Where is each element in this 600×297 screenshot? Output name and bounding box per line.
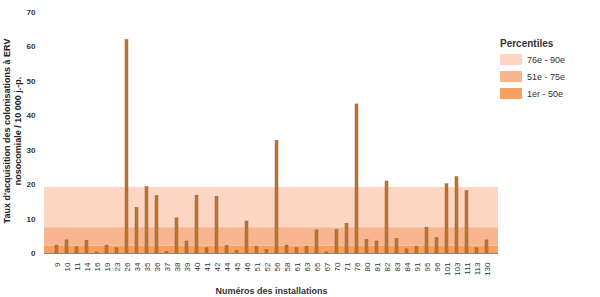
svg-text:41: 41	[203, 262, 212, 271]
svg-text:103: 103	[453, 262, 462, 276]
svg-text:96: 96	[433, 262, 442, 271]
svg-text:40: 40	[27, 111, 36, 120]
svg-text:113: 113	[473, 262, 482, 275]
svg-text:30: 30	[27, 146, 36, 155]
svg-text:10: 10	[27, 215, 36, 224]
svg-text:35: 35	[143, 262, 152, 271]
svg-text:36: 36	[153, 262, 162, 271]
svg-text:58: 58	[283, 262, 292, 271]
html-text:51e - 75e: 51e - 75e	[527, 71, 565, 82]
svg-text:52: 52	[263, 262, 272, 271]
svg-text:37: 37	[163, 262, 172, 271]
svg-text:67: 67	[323, 262, 332, 271]
svg-text:20: 20	[27, 180, 36, 189]
svg-text:42: 42	[213, 262, 222, 271]
svg-text:95: 95	[423, 262, 432, 271]
svg-text:61: 61	[293, 262, 302, 271]
svg-text:38: 38	[173, 262, 182, 271]
svg-text:70: 70	[27, 8, 36, 17]
svg-text:51: 51	[253, 262, 262, 271]
svg-text:65: 65	[313, 262, 322, 271]
svg-text:0: 0	[31, 249, 36, 258]
svg-text:16: 16	[93, 262, 102, 271]
html-text:1er - 50e: 1er - 50e	[527, 88, 563, 99]
svg-text:71: 71	[343, 262, 352, 271]
svg-text:23: 23	[113, 262, 122, 271]
svg-text:14: 14	[83, 262, 92, 271]
svg-text:76: 76	[353, 262, 362, 271]
svg-text:19: 19	[103, 262, 112, 271]
svg-text:80: 80	[363, 262, 372, 271]
svg-text:82: 82	[383, 262, 392, 271]
html-text:Taux d'acquisition des colonis: Taux d'acquisition des colonisations à E…	[2, 38, 23, 224]
svg-text:101: 101	[443, 262, 452, 276]
html-text:76e - 90e: 76e - 90e	[527, 54, 565, 65]
svg-text:44: 44	[223, 262, 232, 271]
svg-text:39: 39	[183, 262, 192, 271]
svg-text:50: 50	[27, 77, 36, 86]
svg-text:81: 81	[373, 262, 382, 271]
svg-text:91: 91	[413, 262, 422, 271]
svg-text:26: 26	[123, 262, 132, 271]
svg-text:10: 10	[63, 262, 72, 271]
svg-text:111: 111	[463, 262, 472, 275]
svg-text:34: 34	[133, 262, 142, 271]
svg-text:56: 56	[273, 262, 282, 271]
svg-text:63: 63	[303, 262, 312, 271]
svg-text:84: 84	[403, 262, 412, 271]
svg-text:130: 130	[483, 262, 492, 276]
svg-text:45: 45	[233, 262, 242, 271]
svg-text:83: 83	[393, 262, 402, 271]
svg-text:Numéros des installations: Numéros des installations	[215, 286, 327, 296]
svg-text:9: 9	[53, 262, 62, 267]
svg-text:46: 46	[243, 262, 252, 271]
html-text:Percentiles: Percentiles	[500, 38, 554, 49]
svg-text:60: 60	[27, 42, 36, 51]
svg-text:11: 11	[73, 262, 82, 271]
svg-text:40: 40	[193, 262, 202, 271]
svg-text:70: 70	[333, 262, 342, 271]
